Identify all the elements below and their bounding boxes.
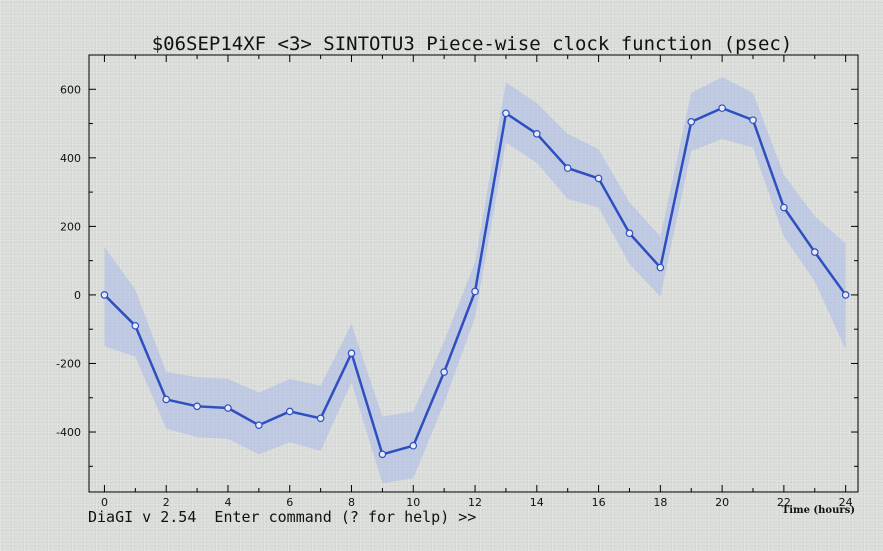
data-point	[347, 349, 356, 357]
data-point	[749, 116, 757, 124]
data-point	[841, 291, 850, 299]
x-tick-label: 12	[468, 496, 482, 509]
data-point	[780, 203, 788, 212]
data-point	[440, 368, 448, 376]
data-point	[718, 104, 726, 112]
data-point	[316, 414, 325, 423]
data-point	[409, 441, 418, 450]
data-point	[378, 450, 387, 459]
chart-title: $06SEP14XF <3> SINTOTU3 Piece-wise clock…	[152, 33, 793, 55]
x-axis-label: Time (hours)	[782, 505, 855, 516]
data-point	[131, 321, 140, 330]
x-tick-label: 10	[406, 496, 420, 509]
plot-frame	[88, 54, 859, 493]
y-tick-label: 0	[74, 289, 81, 302]
x-tick-label: 6	[286, 496, 293, 509]
data-point	[810, 248, 819, 256]
y-tick-label: 400	[60, 152, 81, 165]
data-point	[594, 174, 603, 183]
x-tick-label: 22	[777, 496, 791, 509]
x-tick-label: 20	[715, 496, 729, 509]
error-band	[104, 77, 846, 484]
data-point	[255, 421, 263, 429]
data-point	[687, 118, 696, 126]
x-tick-label: 24	[839, 496, 853, 509]
data-point	[193, 402, 201, 411]
x-tick-label: 4	[224, 496, 231, 509]
y-tick-label: -200	[56, 357, 81, 370]
data-point	[625, 229, 634, 238]
x-tick-label: 16	[592, 496, 606, 509]
data-point	[502, 109, 510, 118]
data-point	[563, 164, 572, 172]
data-point	[100, 291, 109, 299]
data-point	[471, 287, 479, 296]
y-tick-label: 600	[60, 83, 81, 96]
data-point	[162, 395, 171, 404]
data-point	[656, 263, 665, 272]
x-tick-label: 8	[348, 496, 355, 509]
y-tick-label: -400	[56, 426, 81, 439]
data-point	[285, 407, 294, 416]
x-tick-label: 18	[653, 496, 667, 509]
data-point	[533, 130, 541, 138]
command-prompt[interactable]: DiaGI v 2.54 Enter command (? for help) …	[88, 508, 477, 526]
data-point	[224, 404, 232, 412]
x-tick-label: 2	[163, 496, 170, 509]
y-tick-label: 200	[60, 220, 81, 233]
x-tick-label: 0	[101, 496, 108, 509]
x-tick-label: 14	[530, 496, 544, 509]
